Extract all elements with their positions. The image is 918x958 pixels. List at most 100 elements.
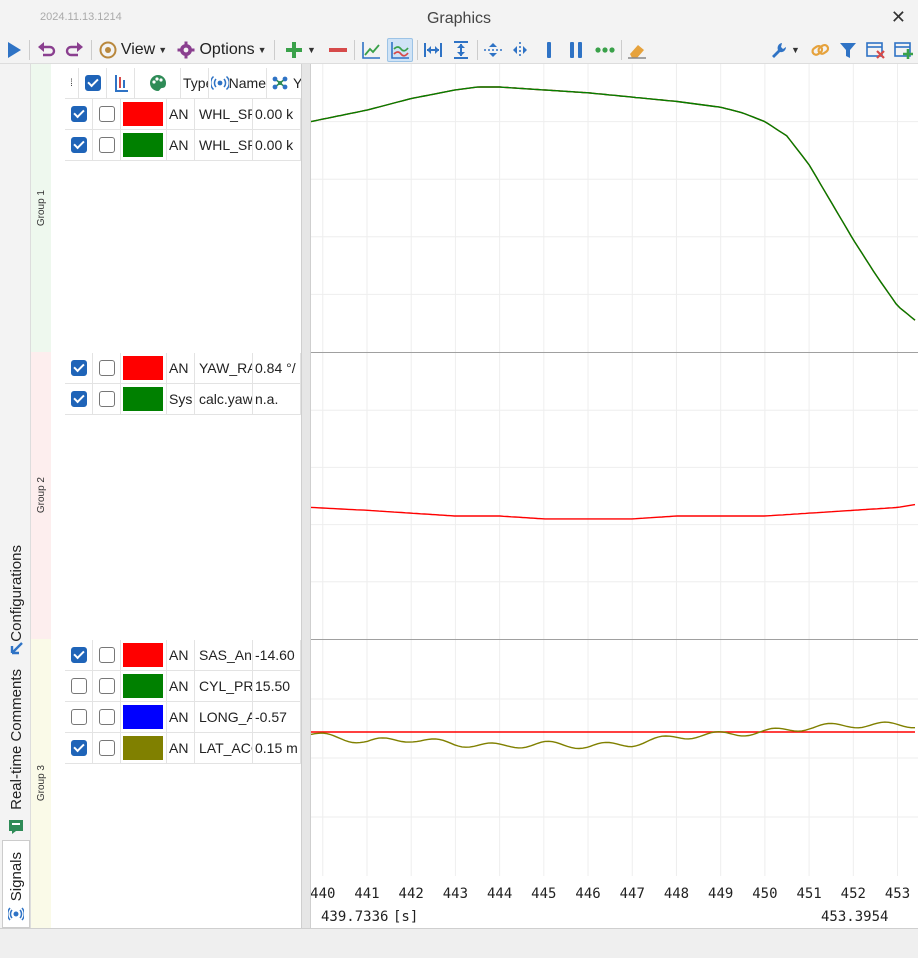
color-swatch[interactable]: [123, 705, 163, 729]
filter-button[interactable]: [836, 38, 860, 62]
signal-axis-checkbox[interactable]: [98, 647, 115, 663]
panel-separators: [311, 352, 918, 640]
color-swatch[interactable]: [123, 736, 163, 760]
tab-signals[interactable]: Signals: [2, 840, 30, 928]
signal-axis-cell: [93, 353, 121, 384]
x-tick-label: 442: [399, 886, 424, 902]
signal-visible-checkbox[interactable]: [70, 106, 87, 122]
erase-button[interactable]: [625, 38, 649, 62]
signal-axis-checkbox[interactable]: [98, 360, 115, 376]
color-swatch[interactable]: [123, 102, 163, 126]
close-icon[interactable]: ✕: [890, 7, 906, 27]
fit-vertical-button[interactable]: [449, 38, 473, 62]
multi-line-chart-button[interactable]: [387, 38, 413, 62]
signal-row[interactable]: AN WHL_SP 0.00 k: [65, 99, 347, 130]
single-cursor-button[interactable]: [537, 38, 561, 62]
signal-axis-checkbox[interactable]: [98, 678, 115, 694]
clear-button[interactable]: [864, 38, 888, 62]
signal-value: 15.50: [255, 678, 291, 694]
signal-row[interactable]: AN LONG_A -0.57: [65, 702, 347, 733]
signal-row[interactable]: AN CYL_PRE15.50: [65, 671, 347, 702]
more-cursors-button[interactable]: [592, 38, 618, 62]
cursor-horizontal-button[interactable]: [481, 38, 505, 62]
fit-horizontal-button[interactable]: [421, 38, 445, 62]
series-line-yaw-ra[interactable]: [311, 503, 916, 520]
signal-row[interactable]: AN SAS_Ang-14.60: [65, 640, 347, 671]
signal-name: WHL_SP: [199, 106, 253, 122]
signal-visible-checkbox[interactable]: [70, 360, 87, 376]
double-bar-icon: [570, 42, 582, 58]
tools-menu-button[interactable]: ▼: [768, 38, 802, 62]
delete-table-icon: [866, 42, 885, 59]
signal-row[interactable]: AN YAW_RA 0.84 °/: [65, 353, 347, 384]
color-swatch[interactable]: [123, 387, 163, 411]
color-swatch[interactable]: [123, 133, 163, 157]
signal-visible-checkbox[interactable]: [70, 391, 87, 407]
double-cursor-button[interactable]: [564, 38, 588, 62]
signal-axis-checkbox[interactable]: [98, 106, 115, 122]
comment-icon: [2, 814, 30, 838]
play-button[interactable]: [4, 38, 24, 62]
signal-visible-checkbox[interactable]: [70, 709, 87, 725]
undo-button[interactable]: [35, 38, 59, 62]
signal-row[interactable]: Sys calc.yaw n.a.: [65, 384, 347, 415]
signal-type: AN: [169, 709, 189, 725]
header-type[interactable]: Type: [181, 68, 209, 99]
signal-type-cell: AN: [167, 671, 195, 702]
filter-icon: [840, 43, 856, 58]
signal-value: 0.15 m: [255, 740, 298, 756]
signal-color-cell: [121, 384, 167, 415]
chevron-down-icon: ▼: [307, 45, 316, 55]
chevron-down-icon: ▼: [257, 45, 267, 55]
signal-visible-cell: [65, 640, 93, 671]
signal-row[interactable]: AN LAT_ACC0.15 m: [65, 733, 347, 764]
signal-icon: [211, 75, 229, 91]
series-line-lat-acc[interactable]: [311, 721, 915, 750]
x-axis-unit: [s]: [393, 909, 418, 925]
options-menu-button[interactable]: Options ▼: [176, 38, 268, 62]
signal-value-cell: -14.60: [253, 640, 301, 671]
color-swatch[interactable]: [123, 674, 163, 698]
header-axis[interactable]: [107, 68, 135, 99]
signal-type-cell: AN: [167, 733, 195, 764]
chart-area[interactable]: 440 441 442 443 444 445 446 447 448 449 450 451 452 4…: [311, 64, 918, 928]
signal-color-cell: [121, 702, 167, 733]
color-swatch[interactable]: [123, 643, 163, 667]
remove-signal-button[interactable]: [326, 38, 350, 62]
signal-visible-checkbox[interactable]: [70, 678, 87, 694]
x-tick-label: 453: [885, 886, 910, 902]
line-chart-button[interactable]: [359, 38, 383, 62]
signal-axis-checkbox[interactable]: [98, 740, 115, 756]
signal-axis-checkbox[interactable]: [98, 709, 115, 725]
signal-visible-checkbox[interactable]: [70, 740, 87, 756]
header-select-all[interactable]: [79, 68, 107, 99]
signal-visible-checkbox[interactable]: [70, 647, 87, 663]
add-signal-button[interactable]: ▼: [280, 38, 320, 62]
header-color[interactable]: [135, 68, 181, 99]
color-swatch[interactable]: [123, 356, 163, 380]
chart-traces: [311, 86, 916, 750]
drag-handle-icon[interactable]: ⁞: [65, 68, 79, 99]
x-tick-label: 447: [620, 886, 645, 902]
signal-name-cell: LONG_A: [195, 702, 253, 733]
undo-icon: [38, 42, 56, 57]
signal-color-cell: [121, 130, 167, 161]
tab-real-time-comments[interactable]: Real-time Comments: [2, 664, 30, 814]
view-menu-button[interactable]: View ▼: [97, 38, 169, 62]
link-button[interactable]: [808, 38, 832, 62]
side-tab-strip: Configurations Real-time Comments Signal…: [0, 64, 31, 928]
signal-axis-checkbox[interactable]: [98, 391, 115, 407]
add-window-button[interactable]: [892, 38, 916, 62]
signal-visible-checkbox[interactable]: [70, 137, 87, 153]
series-line-whl-sp[interactable]: [311, 86, 916, 321]
cursor-vertical-button[interactable]: [508, 38, 532, 62]
signal-row[interactable]: AN WHL_SP 0.00 k: [65, 130, 347, 161]
panel-splitter[interactable]: [301, 64, 311, 928]
signal-chart[interactable]: 440 441 442 443 444 445 446 447 448 449 450 451 452 4…: [311, 64, 918, 928]
select-all-checkbox[interactable]: [84, 75, 101, 91]
signal-axis-checkbox[interactable]: [98, 137, 115, 153]
signal-axis-cell: [93, 384, 121, 415]
redo-button[interactable]: [62, 38, 86, 62]
header-name[interactable]: Name: [209, 68, 267, 99]
